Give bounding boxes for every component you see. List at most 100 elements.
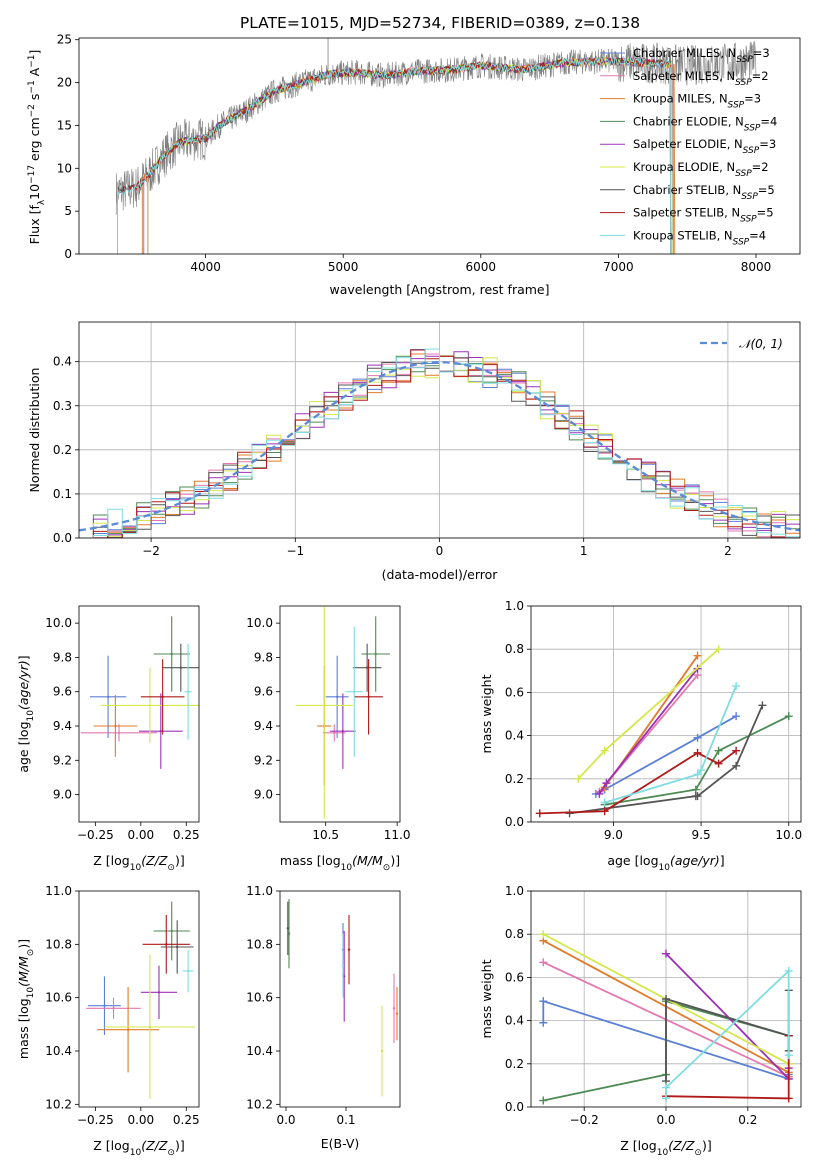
age_vs_mass-point bbox=[335, 695, 339, 699]
weight_vs_age-marker bbox=[693, 770, 702, 779]
weight_vs_z-ytick-label: 0.8 bbox=[505, 927, 524, 941]
weight_vs_z-marker bbox=[539, 930, 548, 939]
age_vs_z-point bbox=[170, 652, 173, 656]
weight_vs_age-xtick-label: 10.0 bbox=[775, 828, 802, 842]
age_vs_z-frame bbox=[78, 605, 200, 823]
legend-label-part: Chabrier MILES, N bbox=[633, 46, 736, 60]
residual-histogram-line bbox=[79, 348, 800, 538]
age-vs-mass-xlabel: mass [log10(M/M⊙)] bbox=[280, 853, 400, 873]
residuals-ytick-label: 0.4 bbox=[53, 355, 72, 369]
weight_vs_age-plot-area bbox=[531, 606, 801, 822]
mass-vs-z-ylabel: mass [log10(M/M⊙)] bbox=[16, 939, 36, 1059]
mass_vs_z-point bbox=[112, 1007, 115, 1010]
weight-vs-age-ylabel: mass weight bbox=[479, 674, 494, 753]
residuals-xtick-label: −2 bbox=[142, 544, 160, 558]
figure-title: PLATE=1015, MJD=52734, FIBERID=0389, z=0… bbox=[240, 14, 640, 32]
age-vs-z-ylabel-part: (age/yr) bbox=[16, 660, 31, 710]
legend-label-part: SSP bbox=[736, 55, 753, 65]
legend-label: Chabrier MILES, NSSP=3 bbox=[633, 46, 770, 65]
weight_vs_age-ytick-label: 0.2 bbox=[505, 772, 524, 786]
spectrum-xlabel: wavelength [Angstrom, rest frame] bbox=[329, 282, 549, 297]
legend-label-part: =2 bbox=[752, 160, 769, 174]
weight-vs-age-xlabel-part: (age/yr) bbox=[670, 853, 720, 868]
spectrum-model-line bbox=[147, 56, 673, 254]
weight_vs_z-marker bbox=[539, 1096, 548, 1105]
spectrum-ylabel-part: 10 bbox=[27, 184, 42, 200]
age_vs_mass-point bbox=[374, 652, 377, 656]
mass_vs_z-frame bbox=[78, 890, 200, 1108]
weight_vs_age-marker bbox=[693, 733, 702, 742]
mass_vs_ebv-point bbox=[380, 1049, 384, 1053]
legend-label: Kroupa STELIB, NSSP=4 bbox=[633, 228, 766, 247]
age-vs-z-xlabel-part: Z [log bbox=[93, 853, 129, 868]
weight_vs_z-ytick-label: 0.4 bbox=[505, 1014, 524, 1028]
spectrum-ylabel-part: Flux [f bbox=[27, 205, 42, 245]
weight_vs_z-marker bbox=[784, 966, 793, 975]
legend-label-part: SSP bbox=[743, 146, 760, 156]
legend-label-part: Kroupa STELIB, N bbox=[633, 228, 733, 242]
residuals-ytick-label: 0.3 bbox=[53, 399, 72, 413]
spectrum-ylabel-part: −2 bbox=[27, 104, 37, 117]
weight_vs_z-marker bbox=[662, 995, 670, 1003]
age-vs-z-xlabel-part: )] bbox=[175, 853, 185, 868]
age-vs-z-xlabel-part: (Z/Z bbox=[141, 853, 168, 868]
weight_vs_z-marker bbox=[662, 1083, 670, 1092]
spectrum-panel: 4000 5000 6000 7000 8000 0 5 10 15 20 25 wavelength… bbox=[27, 33, 801, 297]
spectrum-plot-area bbox=[115, 38, 757, 254]
age_vs_mass-frame bbox=[279, 605, 401, 823]
age_vs_z-plot-area bbox=[80, 616, 199, 769]
weight-vs-z-xlabel: Z [log10(Z/Z⊙)] bbox=[620, 1138, 711, 1158]
age_vs_z-xtick-label: −0.25 bbox=[77, 828, 114, 842]
weight_vs_age-ytick-label: 0.6 bbox=[505, 685, 524, 699]
normal-reference-curve bbox=[79, 360, 800, 532]
age_vs_mass-ytick-label: 10.0 bbox=[246, 616, 273, 630]
weight_vs_age-marker bbox=[600, 807, 609, 816]
age_vs_z-ytick-label: 10.0 bbox=[45, 616, 72, 630]
weight_vs_age-marker bbox=[732, 681, 741, 690]
age_vs_mass-plot-area bbox=[295, 606, 390, 819]
mass_vs_z-ytick-label: 10.4 bbox=[45, 1044, 72, 1058]
weight_vs_z-ytick-label: 0.6 bbox=[505, 970, 524, 984]
weight_vs_z-marker bbox=[539, 1018, 548, 1027]
spectrum-xtick-label: 5000 bbox=[328, 260, 359, 274]
age_vs_mass-point bbox=[367, 695, 370, 699]
legend-label-part: Salpeter STELIB, N bbox=[633, 206, 740, 220]
age_vs_mass-point bbox=[333, 731, 336, 735]
legend-label: Kroupa MILES, NSSP=3 bbox=[633, 92, 761, 111]
mass-vs-z-xlabel-part: Z [log bbox=[93, 1138, 129, 1153]
age_vs_mass-ytick-label: 9.0 bbox=[254, 788, 273, 802]
age_vs_z-ytick-label: 9.4 bbox=[53, 719, 72, 733]
spectrum-model-line bbox=[117, 57, 672, 254]
weight_vs_z-marker bbox=[539, 958, 548, 967]
residuals-ytick-label: 0.2 bbox=[53, 443, 72, 457]
mass_vs_ebv-frame bbox=[279, 890, 401, 1108]
spectrum-model-line bbox=[147, 56, 673, 254]
weight_vs_age-marker bbox=[732, 761, 741, 770]
mass-vs-z-ylabel-part: )] bbox=[16, 939, 31, 949]
age_vs_z-point bbox=[186, 690, 190, 693]
mass_vs_ebv-ytick-label: 10.2 bbox=[246, 1097, 273, 1111]
mass_vs_z-point bbox=[148, 1025, 152, 1029]
weight-vs-z-ylabel: mass weight bbox=[479, 959, 494, 1038]
legend-label-part: Kroupa ELODIE, N bbox=[633, 160, 735, 174]
age-vs-z-xlabel: Z [log10(Z/Z⊙)] bbox=[93, 853, 184, 873]
age_vs_z-point bbox=[114, 724, 117, 728]
weight-vs-age-xlabel: age [log10(age/yr)] bbox=[607, 853, 724, 873]
age-vs-mass-xlabel-part: 10 bbox=[341, 863, 353, 873]
spectrum-ytick-label: 0 bbox=[64, 247, 72, 261]
age-vs-z-xlabel-part: ⊙ bbox=[167, 863, 175, 873]
mass-vs-z-xlabel-part: 10 bbox=[130, 1148, 142, 1158]
spectrum-frame bbox=[78, 37, 801, 255]
weight_vs_age-marker bbox=[600, 746, 609, 755]
legend-label-part: SSP bbox=[735, 78, 752, 88]
spectrum-ylabel-part: erg cm bbox=[27, 117, 42, 165]
age_vs_z-ytick-label: 9.8 bbox=[53, 650, 72, 664]
weight_vs_age-panel: 9.0 9.5 10.0 0.0 0.2 0.4 0.6 0.8 1.0 age [log10(a… bbox=[479, 599, 802, 873]
legend-label-part: Chabrier ELODIE, N bbox=[633, 114, 744, 128]
spectrum-ytick-label: 15 bbox=[57, 118, 72, 132]
mass-vs-z-xlabel-part: ⊙ bbox=[167, 1148, 175, 1158]
weight_vs_age-marker bbox=[732, 746, 741, 755]
weight-vs-age-xlabel-part: age [log bbox=[607, 853, 658, 868]
legend-label-part: =3 bbox=[753, 46, 770, 60]
